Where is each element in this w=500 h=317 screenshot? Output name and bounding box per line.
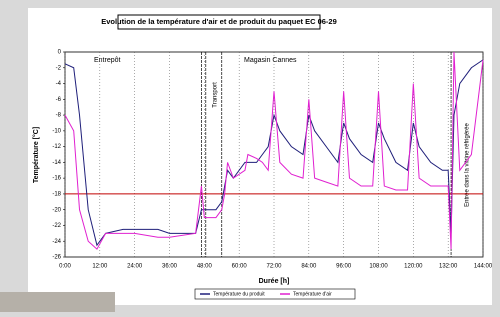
x-tick-label: 96:00 bbox=[336, 264, 352, 270]
x-tick-label: 12:00 bbox=[92, 264, 108, 270]
x-tick-label: 48:00 bbox=[197, 264, 213, 270]
y-tick-label: -10 bbox=[52, 128, 61, 134]
x-tick-label: 60:00 bbox=[232, 264, 248, 270]
x-tick-label: 84:00 bbox=[301, 264, 317, 270]
photo-thumbnail bbox=[0, 292, 115, 312]
x-axis-label: Durée [h] bbox=[259, 278, 290, 285]
chart-background bbox=[28, 8, 492, 305]
y-tick-label: -16 bbox=[52, 176, 61, 182]
y-tick-label: -2 bbox=[56, 65, 62, 71]
y-tick-label: -24 bbox=[52, 239, 61, 245]
legend-label: Température d'air bbox=[293, 291, 332, 297]
page: {"chart_data": {"type": "line", "title":… bbox=[0, 0, 500, 312]
x-tick-label: 120:00 bbox=[404, 264, 423, 270]
chart: Evolution de la température d'air et de … bbox=[0, 0, 500, 312]
x-tick-label: 24:00 bbox=[127, 264, 143, 270]
y-axis-label: Température [°C] bbox=[32, 127, 40, 183]
x-tick-label: 36:00 bbox=[162, 264, 178, 270]
annotation: Transport bbox=[213, 82, 219, 108]
y-tick-label: -18 bbox=[52, 192, 61, 198]
chart-title: Evolution de la température d'air et de … bbox=[101, 17, 337, 26]
x-tick-label: 72:00 bbox=[266, 264, 282, 270]
y-tick-label: -12 bbox=[52, 144, 61, 150]
x-tick-label: 132:00 bbox=[439, 264, 458, 270]
annotation: Magasin Cannes bbox=[244, 57, 297, 64]
y-tick-label: -4 bbox=[56, 81, 62, 87]
x-tick-label: 0:00 bbox=[59, 264, 71, 270]
y-tick-label: -14 bbox=[52, 160, 61, 166]
y-tick-label: -22 bbox=[52, 223, 61, 229]
y-tick-label: -26 bbox=[52, 255, 61, 261]
x-tick-label: 144:00 bbox=[474, 264, 493, 270]
y-tick-label: -8 bbox=[56, 113, 62, 119]
annotation: Entrepôt bbox=[94, 57, 121, 64]
y-tick-label: -20 bbox=[52, 207, 61, 213]
legend-label: Température du produit bbox=[213, 291, 265, 297]
x-tick-label: 108:00 bbox=[369, 264, 388, 270]
y-tick-label: -6 bbox=[56, 97, 62, 103]
